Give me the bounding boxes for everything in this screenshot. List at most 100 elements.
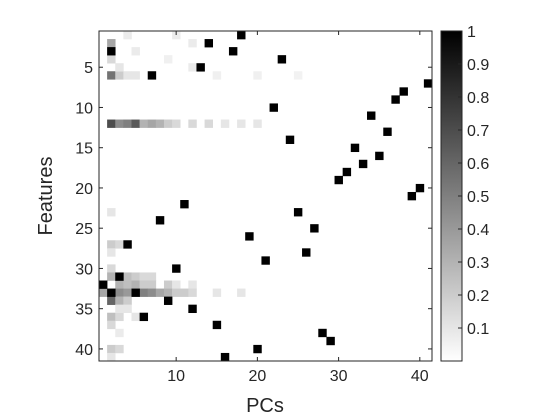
heatmap-cell-max xyxy=(180,200,189,209)
colorbar-tick-label: 0.9 xyxy=(467,57,489,74)
y-tick-label: 5 xyxy=(84,60,93,77)
heatmap-cell-max xyxy=(228,47,238,56)
heatmap-cell-max xyxy=(99,280,108,289)
heatmap-cell xyxy=(139,280,149,289)
heatmap-cell xyxy=(147,288,157,297)
heatmap-cell-max xyxy=(334,175,343,185)
heatmap-cell xyxy=(131,71,140,80)
heatmap-cell xyxy=(115,344,124,354)
heatmap-cell-max xyxy=(212,320,222,330)
heatmap-cell xyxy=(172,119,181,128)
colorbar-tick-label: 1 xyxy=(467,24,476,41)
colorbar-tick-label: 0.4 xyxy=(467,222,489,239)
heatmap-cell xyxy=(163,55,173,64)
heatmap-cell xyxy=(237,288,246,297)
heatmap-cell xyxy=(115,312,124,322)
heatmap-cell xyxy=(147,119,157,128)
colorbar-tick-label: 0.7 xyxy=(467,123,489,140)
heatmap-cell xyxy=(107,71,116,80)
heatmap-cell xyxy=(139,288,149,297)
heatmap-cell xyxy=(115,328,124,338)
heatmap-cell xyxy=(107,272,116,281)
heatmap-cell xyxy=(115,288,124,297)
y-tick-label: 35 xyxy=(75,302,93,319)
heatmap-cell-max xyxy=(237,31,246,40)
heatmap-cell xyxy=(123,296,132,305)
colorbar-tick-label: 0.3 xyxy=(467,255,489,272)
heatmap-cell xyxy=(293,71,303,80)
heatmap-cell xyxy=(123,280,132,289)
heatmap-cell-max xyxy=(253,344,262,354)
heatmap-cell-max xyxy=(302,248,311,257)
heatmap-cell xyxy=(220,119,230,128)
heatmap-cell-max xyxy=(196,63,205,72)
heatmap-cell-max xyxy=(123,240,132,249)
heatmap-cell-max xyxy=(383,127,392,136)
heatmap-cell-max xyxy=(399,87,408,96)
heatmap-cell xyxy=(123,119,132,128)
heatmap-cell xyxy=(123,288,132,297)
heatmap-cell xyxy=(115,71,124,80)
heatmap-cell xyxy=(204,119,214,128)
x-axis-ticks: 10 20 30 40 xyxy=(167,31,429,385)
heatmap-cell xyxy=(115,296,124,305)
heatmap-cell xyxy=(172,280,181,289)
heatmap-cell-max xyxy=(163,296,173,305)
heatmap-cell-max xyxy=(147,71,157,80)
heatmap-cell-max xyxy=(245,232,254,241)
heatmap-cell xyxy=(107,320,116,330)
heatmap-cell xyxy=(147,280,157,289)
heatmap-cell-max xyxy=(261,256,270,265)
x-axis-label: PCs xyxy=(246,395,284,417)
heatmap-cell-max xyxy=(407,191,417,201)
plot-frame xyxy=(98,30,433,362)
heatmap-cell xyxy=(131,280,140,289)
heatmap-cell-max xyxy=(415,183,425,193)
colorbar-tick-label: 0.2 xyxy=(467,288,489,305)
heatmap-cell xyxy=(107,208,116,217)
x-tick-label: 20 xyxy=(248,368,266,385)
heatmap-cell-max xyxy=(188,304,197,314)
heatmap-cell-max xyxy=(269,103,278,112)
heatmap-cell xyxy=(188,119,197,128)
heatmap-cell-max xyxy=(139,312,149,322)
heatmap-cell-max xyxy=(172,264,181,273)
y-axis-ticks: 5 10 15 20 25 30 35 40 xyxy=(75,60,432,359)
heatmap-cell xyxy=(131,119,140,128)
colorbar-tick-label: 0.6 xyxy=(467,156,489,173)
heatmap-cell xyxy=(163,119,173,128)
heatmap-cell-max xyxy=(367,111,376,120)
heatmap-cell xyxy=(123,31,132,40)
heatmap-cell xyxy=(139,272,149,281)
heatmap-cell xyxy=(107,296,116,305)
heatmap-cell xyxy=(131,47,140,56)
heatmap-cell-max xyxy=(277,55,287,64)
heatmap-cell-max xyxy=(358,159,368,169)
heatmap-cell-max xyxy=(155,216,165,225)
y-tick-label: 10 xyxy=(75,100,93,117)
heatmap-cell xyxy=(237,119,246,128)
heatmap-cell xyxy=(155,119,165,128)
heatmap-cell xyxy=(115,63,124,72)
heatmap-cell xyxy=(107,240,116,249)
heatmap-cell xyxy=(115,304,124,314)
heatmap-cell xyxy=(131,312,140,322)
heatmap-cell xyxy=(107,352,116,362)
heatmap-cell xyxy=(107,248,116,257)
y-tick-label: 40 xyxy=(75,342,93,359)
heatmap-cell-max xyxy=(342,167,352,177)
y-tick-label: 20 xyxy=(75,181,93,198)
heatmap-cell xyxy=(123,71,132,80)
heatmap-cell xyxy=(212,288,222,297)
heatmap-cell-max xyxy=(310,224,319,233)
heatmap-cell xyxy=(180,288,189,297)
heatmap-cell-max xyxy=(326,336,335,346)
heatmap-cell-max xyxy=(318,328,327,338)
colorbar-tick-label: 0.1 xyxy=(467,321,489,338)
x-tick-label: 40 xyxy=(411,368,429,385)
heatmap-cell xyxy=(155,288,165,297)
heatmap-cell-max xyxy=(375,151,384,161)
heatmap-cell xyxy=(163,280,173,289)
colorbar-tick-label: 0.5 xyxy=(467,189,489,206)
heatmap-cell-max xyxy=(220,352,230,362)
